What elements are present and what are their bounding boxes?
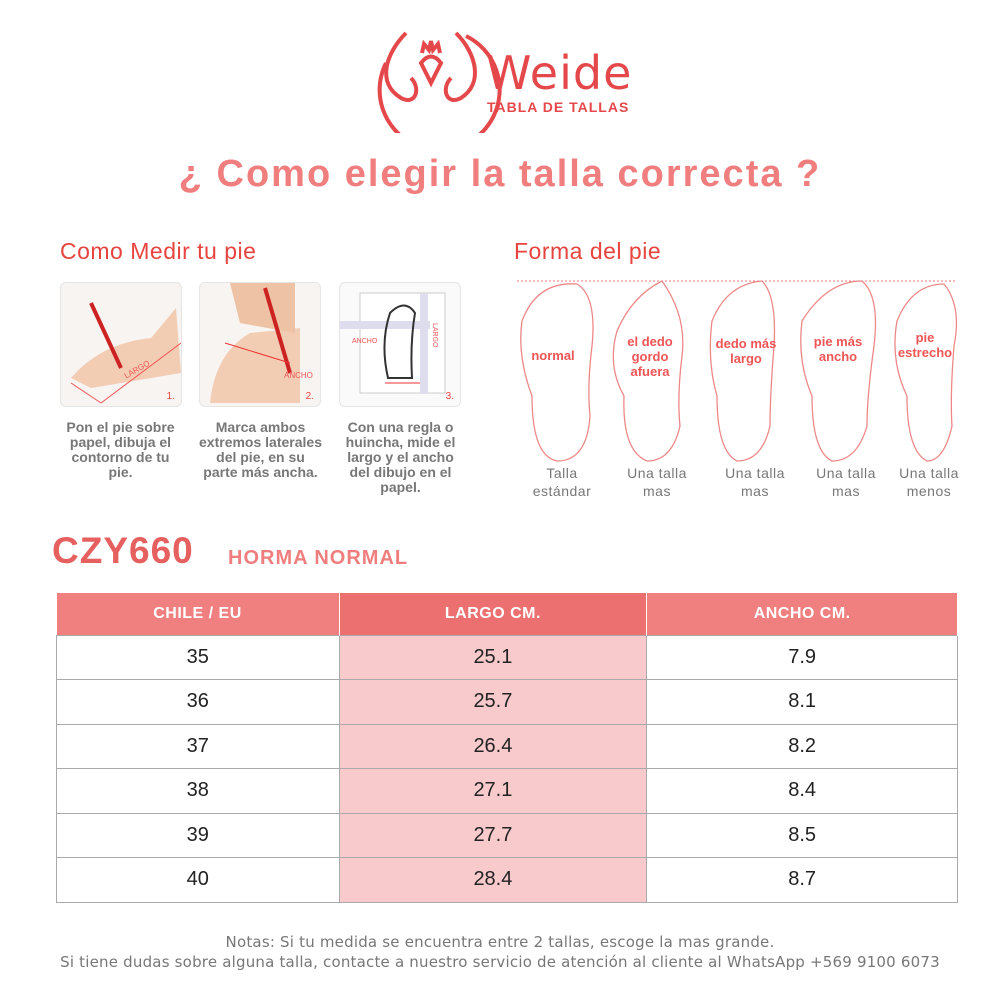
cell-width: 8.2 [646,723,958,769]
cell-length: 25.7 [338,679,648,725]
cell-width: 8.5 [646,812,958,858]
step-2-image: ANCHO 2. [199,282,321,407]
col-header-width: ANCHO CM. [646,593,958,635]
foot-type-bunion: el dedo gordo afuera [627,334,673,379]
cell-width: 8.7 [646,857,958,903]
foot-label-normal: Talla estándar [532,465,592,499]
step-number: 2. [305,391,314,402]
foot-label-bunion: Una talla mas [627,465,687,499]
foot-label-narrow: Una talla menos [899,465,959,499]
brand-subtitle: TABLA DE TALLAS [487,99,630,115]
cell-width: 8.1 [646,679,958,725]
foot-shapes-illustration [517,280,958,462]
cell-length: 28.4 [338,857,648,903]
size-table-body: 35 25.1 7.9 36 25.7 8.1 37 26.4 8.2 38 27.1 8.4 39 27… [56,634,958,903]
step-3-text: Con una regla o huincha, mide el largo y… [345,419,456,495]
step-2-text: Marca ambos extremos laterales del pie, … [199,419,322,480]
measure-heading: Como Medir tu pie [60,238,257,264]
foot-type-long-toe: dedo más largo [715,336,777,366]
cell-size: 38 [56,768,340,814]
notes: Notas: Si tu medida se encuentra entre 2… [0,932,1000,972]
step-number: 1. [166,391,175,402]
table-row: 35 25.1 7.9 [56,634,958,680]
cell-length: 27.7 [338,812,648,858]
cell-length: 26.4 [338,723,648,769]
col-header-size: CHILE / EU [56,593,340,635]
cell-width: 7.9 [646,634,958,680]
step-number: 3. [445,391,454,402]
table-row: 37 26.4 8.2 [56,723,958,769]
foot-outline-bunion [612,280,684,462]
ancho-tag: ANCHO [352,338,378,345]
cell-size: 39 [56,812,340,858]
note-line: Si tiene dudas sobre alguna talla, conta… [60,953,940,971]
step-1-text: Pon el pie sobre papel, dibuja el contor… [66,419,175,480]
weide-logo [377,31,502,133]
cell-width: 8.4 [646,768,958,814]
table-header-row: CHILE / EU LARGO CM. ANCHO CM. [56,593,958,635]
foot-pencil-icon [210,283,300,403]
model-code: CZY660 [52,530,194,571]
col-header-length: LARGO CM. [339,593,648,635]
foot-type-wide: pie más ancho [813,334,863,364]
foot-shape-heading: Forma del pie [514,238,662,264]
cell-size: 36 [56,679,340,725]
cell-length: 27.1 [338,768,648,814]
table-row: 38 27.1 8.4 [56,768,958,814]
foot-outline-normal [520,283,594,462]
table-row: 39 27.7 8.5 [56,812,958,858]
page-title: ¿ Como elegir la talla correcta ? [178,153,822,195]
step-3-image: ANCHO LARGO 3. [339,282,461,407]
cell-size: 40 [56,857,340,903]
foot-type-normal: normal [531,348,575,363]
foot-outline-narrow [894,283,958,462]
step-1-image: LARGO 1. [60,282,182,407]
foot-label-long-toe: Una talla mas [725,465,785,499]
cell-size: 35 [56,634,340,680]
foot-outline-wide [800,280,877,462]
size-table: CHILE / EU LARGO CM. ANCHO CM. 35 25.1 7.9… [56,593,958,903]
ruler-outline-icon [340,292,446,394]
table-row: 40 28.4 8.7 [56,857,958,903]
table-row: 36 25.7 8.1 [56,679,958,725]
ancho-tag: ANCHO [284,371,313,380]
foot-label-wide: Una talla mas [816,465,876,499]
cell-size: 37 [56,723,340,769]
brand-name: Weide [486,46,633,100]
cell-length: 25.1 [338,634,648,680]
note-line: Notas: Si tu medida se encuentra entre 2… [225,933,775,951]
largo-tag: LARGO [431,323,438,348]
fit-type: HORMA NORMAL [228,547,409,569]
foot-pencil-icon [70,302,181,404]
foot-type-narrow: pie estrecho [897,330,953,360]
foot-outline-long-toe [709,280,776,462]
